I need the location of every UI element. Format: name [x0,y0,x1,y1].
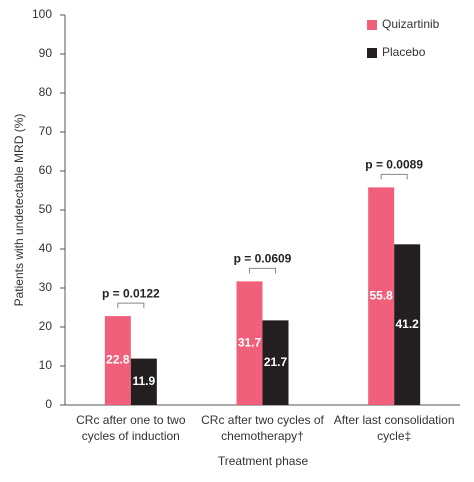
legend-label: Quizartinib [382,17,440,31]
x-tick-label: CRc after two cycles of [201,413,324,427]
p-value: p = 0.0122 [102,286,160,300]
p-value: p = 0.0089 [365,158,423,172]
y-tick-label: 20 [39,319,53,333]
y-tick-label: 30 [39,280,53,294]
value-label: 41.2 [395,317,419,331]
bar [368,187,395,405]
value-label: 22.8 [106,353,130,367]
x-tick-label: cycles of induction [82,429,180,443]
value-label: 11.9 [132,374,155,388]
y-tick-label: 80 [39,85,53,99]
x-tick-label: After last consolidation [334,413,455,427]
x-tick-label: chemotherapy† [221,429,304,443]
x-tick-label: cycle‡ [377,429,411,443]
p-value: p = 0.0609 [234,252,292,266]
y-tick-label: 70 [39,124,53,138]
x-axis-label: Treatment phase [218,454,309,468]
bar [104,316,131,405]
bar [236,281,263,405]
y-tick-label: 90 [39,46,53,60]
y-tick-label: 40 [39,241,53,255]
y-tick-label: 10 [39,358,53,372]
y-tick-label: 0 [45,397,52,411]
y-axis-label: Patients with undetectable MRD (%) [12,114,26,307]
bar [394,244,421,405]
y-tick-label: 50 [39,202,53,216]
significance-bracket [380,173,408,180]
x-tick-label: CRc after one to two [76,413,186,427]
legend-swatch [367,48,377,58]
legend-label: Placebo [382,45,426,59]
bar [130,358,157,405]
value-label: 31.7 [238,335,262,349]
significance-bracket [117,302,145,309]
value-label: 55.8 [369,288,393,302]
significance-bracket [249,267,276,274]
y-tick-label: 60 [39,163,53,177]
y-tick-label: 100 [32,7,52,21]
legend-swatch [367,20,377,30]
bar [262,320,289,405]
value-label: 21.7 [264,355,288,369]
